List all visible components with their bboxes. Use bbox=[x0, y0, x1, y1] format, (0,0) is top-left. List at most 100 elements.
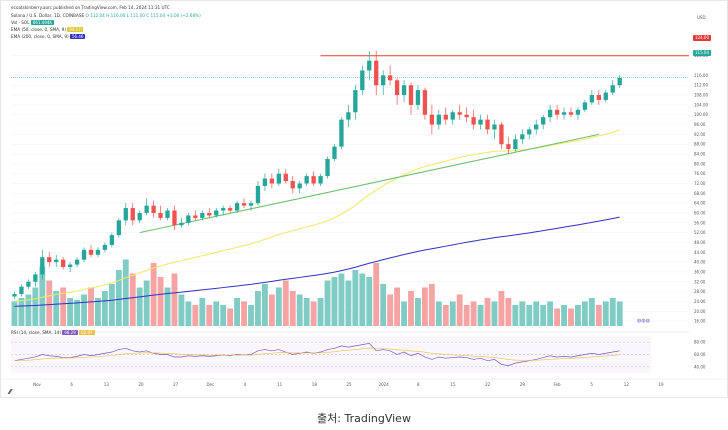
volume-bar bbox=[108, 284, 115, 326]
volume-bar bbox=[81, 294, 87, 326]
volume-bar bbox=[519, 301, 526, 326]
ema50-legend[interactable]: EMA (50, close, 0, SMA, 9) 94.17 bbox=[11, 27, 83, 32]
volume-bar bbox=[463, 305, 470, 326]
volume-bar bbox=[67, 298, 74, 326]
volume-bar bbox=[616, 301, 623, 326]
price-axis-label: 104.00 bbox=[694, 102, 708, 107]
volume-bar bbox=[324, 280, 331, 326]
volume-legend[interactable]: Vol · SOL 861.494K bbox=[11, 20, 55, 25]
rsi-legend[interactable]: RSI (14, close, SMA, 14) 68.29 62.97 bbox=[11, 330, 95, 335]
volume-bar bbox=[129, 273, 136, 326]
candle-body bbox=[381, 75, 386, 86]
price-axis-label: 116.00 bbox=[694, 73, 708, 78]
event-flags-icon[interactable]: ◍◍◍ bbox=[637, 318, 651, 324]
tradingview-logo-icon: ⁄⁄ bbox=[9, 388, 12, 396]
candle-body bbox=[311, 176, 316, 184]
candle-body bbox=[457, 112, 462, 115]
volume-bar bbox=[512, 305, 519, 326]
volume-bar bbox=[380, 284, 387, 326]
candle-body bbox=[186, 215, 191, 223]
candle-body bbox=[40, 257, 45, 275]
volume-bar bbox=[602, 301, 609, 326]
last-price-tag: 115.04 bbox=[693, 50, 711, 56]
rsi-ma-line bbox=[14, 347, 620, 361]
ema200-line bbox=[14, 216, 620, 307]
price-axis-label: 112.00 bbox=[694, 83, 708, 88]
symbol-name: Solana / U.S. Dollar, 1D, COINBASE bbox=[11, 13, 85, 18]
volume-bar bbox=[575, 305, 581, 326]
volume-bar bbox=[220, 305, 227, 326]
volume-bar bbox=[415, 298, 421, 326]
candle-body bbox=[387, 75, 393, 81]
candle-body bbox=[436, 114, 441, 125]
candle-body bbox=[325, 158, 330, 177]
candle-body bbox=[464, 114, 469, 118]
volume-bar bbox=[18, 298, 25, 326]
price-axis-label: 44.00 bbox=[694, 250, 706, 255]
volume-bar bbox=[199, 298, 206, 326]
volume-bar bbox=[317, 298, 324, 326]
candle-body bbox=[241, 203, 247, 206]
price-axis-label: 52.00 bbox=[694, 230, 706, 235]
time-axis-label: 5 bbox=[590, 382, 593, 387]
volume-bar bbox=[101, 291, 108, 326]
price-axis-label: 84.00 bbox=[694, 152, 706, 157]
volume-legend-value: 861.494K bbox=[30, 20, 55, 25]
volume-bar bbox=[261, 284, 268, 326]
volume-bar bbox=[366, 277, 373, 326]
volume-bar bbox=[505, 298, 512, 326]
volume-bar bbox=[435, 301, 442, 326]
price-chart[interactable]: 124.00 116.00 112.00 108.00 104.00 100.00 96.0… bbox=[1, 1, 728, 399]
ema200-legend[interactable]: EMA (200, close, 0, SMA, 9) 56.46 bbox=[11, 34, 86, 39]
price-axis-label: 96.00 bbox=[694, 122, 706, 127]
chart-frame[interactable]: 124.00 116.00 112.00 108.00 104.00 100.00 96.0… bbox=[0, 0, 728, 398]
volume-bar bbox=[581, 301, 588, 326]
volume-bar bbox=[122, 259, 129, 326]
ema200-legend-label: EMA (200, close, 0, SMA, 9) bbox=[11, 34, 69, 39]
price-axis-label: 92.00 bbox=[694, 132, 706, 137]
volume-bar bbox=[540, 305, 547, 326]
candle-body bbox=[568, 112, 574, 115]
candle-body bbox=[429, 114, 435, 125]
time-axis-label: Dec bbox=[206, 382, 214, 387]
time-axis-label: 8 bbox=[417, 382, 420, 387]
candle-body bbox=[172, 210, 177, 226]
time-axis-label: 29 bbox=[520, 382, 526, 387]
currency-label: USD bbox=[697, 15, 706, 20]
candle-body bbox=[492, 124, 497, 130]
candle-body bbox=[26, 281, 31, 287]
candle-body bbox=[123, 208, 128, 221]
candle-body bbox=[33, 274, 38, 282]
candle-body bbox=[561, 112, 567, 115]
candle-body bbox=[116, 220, 121, 236]
volume-bar bbox=[588, 298, 595, 326]
time-axis-label: 27 bbox=[173, 382, 179, 387]
volume-bar bbox=[449, 301, 456, 326]
rsi-axis-label: 60.00 bbox=[694, 352, 706, 357]
candle-body bbox=[520, 134, 525, 140]
volume-bar bbox=[136, 287, 143, 326]
volume-bar bbox=[303, 298, 310, 326]
volume-bar bbox=[359, 273, 366, 326]
price-axis-label: 88.00 bbox=[694, 142, 706, 147]
volume-bar bbox=[192, 305, 199, 326]
time-axis-label: 18 bbox=[312, 382, 318, 387]
candle-body bbox=[102, 244, 108, 250]
candle-body bbox=[603, 92, 608, 100]
volume-bar bbox=[268, 294, 275, 326]
time-axis-label: 6 bbox=[70, 382, 73, 387]
volume-bar bbox=[484, 298, 491, 326]
candle-body bbox=[527, 129, 532, 135]
volume-bar bbox=[39, 266, 46, 326]
volume-bar bbox=[338, 273, 345, 326]
price-axis-label: 64.00 bbox=[694, 201, 706, 206]
candle-body bbox=[339, 119, 344, 147]
volume-bar bbox=[150, 263, 157, 326]
volume-bar bbox=[310, 301, 317, 326]
volume-bar bbox=[255, 291, 261, 326]
candle-body bbox=[12, 294, 17, 297]
candle-body bbox=[158, 212, 163, 218]
volume-bar bbox=[352, 270, 359, 326]
time-axis-label: 4 bbox=[244, 382, 247, 387]
price-axis-label: 24.00 bbox=[694, 299, 706, 304]
